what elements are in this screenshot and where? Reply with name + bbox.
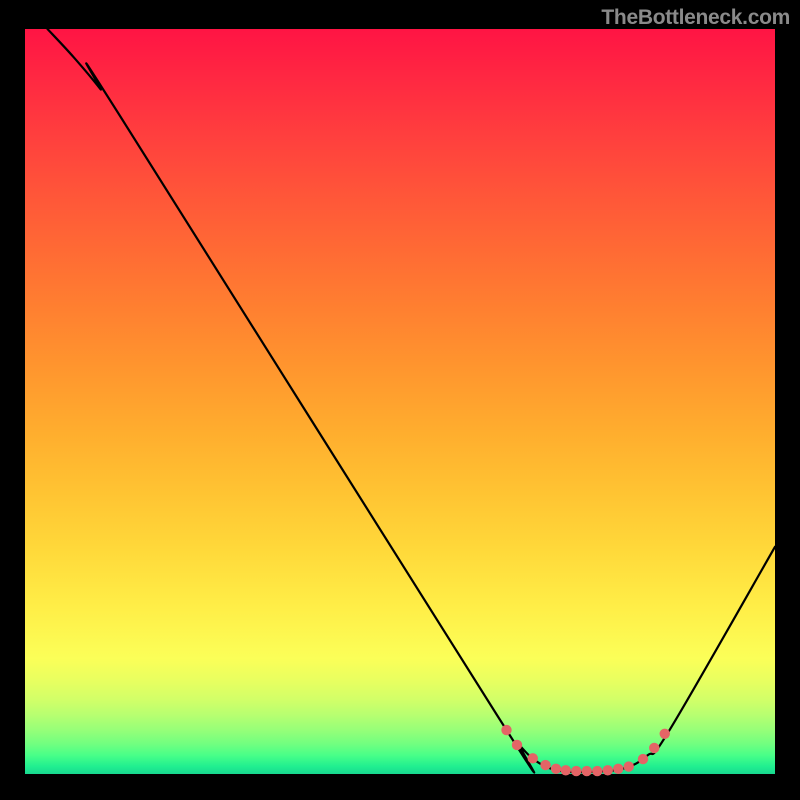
marker-dot bbox=[501, 725, 511, 735]
marker-dot bbox=[613, 764, 623, 774]
marker-dot bbox=[561, 765, 571, 775]
marker-dot bbox=[660, 729, 670, 739]
marker-dot bbox=[551, 764, 561, 774]
marker-dot bbox=[528, 753, 538, 763]
marker-dot bbox=[603, 765, 613, 775]
chart-container: TheBottleneck.com bbox=[0, 0, 800, 800]
marker-dot bbox=[571, 766, 581, 776]
watermark-text: TheBottleneck.com bbox=[601, 6, 790, 30]
marker-dot bbox=[624, 761, 634, 771]
marker-dot bbox=[649, 743, 659, 753]
marker-dot bbox=[540, 760, 550, 770]
bottleneck-chart bbox=[0, 0, 800, 800]
marker-dot bbox=[582, 766, 592, 776]
marker-dot bbox=[592, 766, 602, 776]
marker-dot bbox=[638, 754, 648, 764]
plot-background bbox=[25, 29, 775, 774]
marker-dot bbox=[512, 740, 522, 750]
